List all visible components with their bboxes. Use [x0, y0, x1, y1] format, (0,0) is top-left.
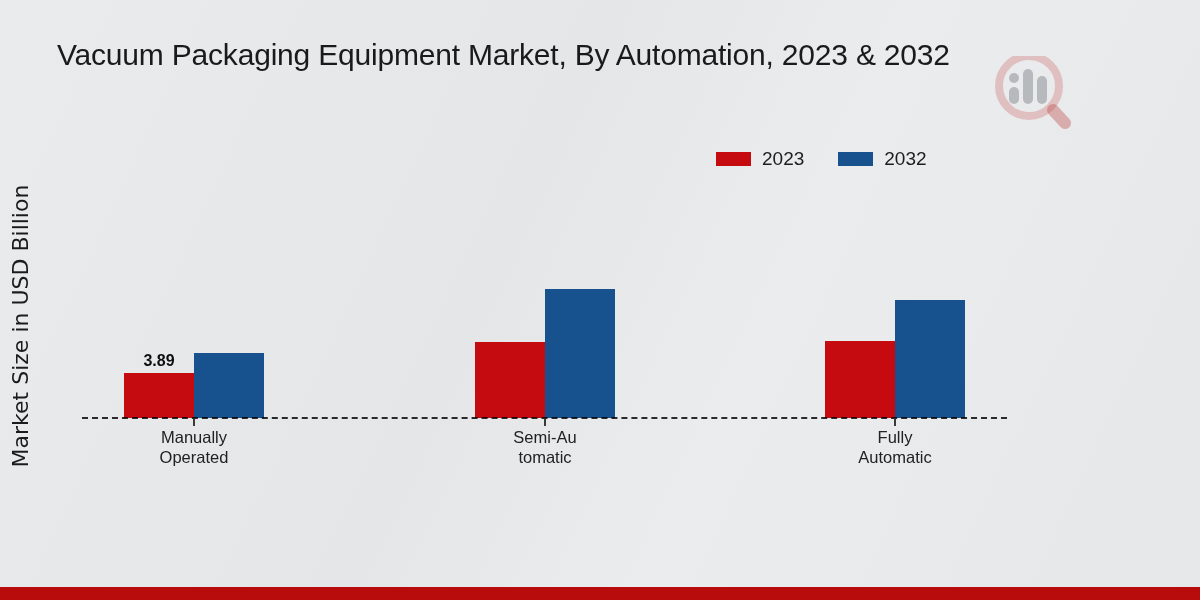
bar-value-label: 3.89 [124, 352, 194, 370]
bar-2023-semi-automatic [475, 342, 545, 418]
chart-canvas: Vacuum Packaging Equipment Market, By Au… [0, 0, 1200, 600]
magnifier-bar-chart-logo-icon [992, 56, 1082, 136]
footer-bar [0, 587, 1200, 600]
x-axis-tick [894, 419, 896, 426]
bar-2032-manually-operated [194, 353, 264, 418]
y-axis-title: Market Size in USD Billion [8, 161, 36, 491]
bar-2032-fully-automatic [895, 300, 965, 418]
bar-2032-semi-automatic [545, 289, 615, 418]
legend-item-2023: 2023 [716, 148, 804, 170]
legend-swatch-icon [716, 152, 751, 166]
x-axis-tick [193, 419, 195, 426]
category-label-fully-automatic: FullyAutomatic [785, 427, 1005, 467]
category-label-manually-operated: ManuallyOperated [84, 427, 304, 467]
x-axis-tick [544, 419, 546, 426]
legend-label: 2023 [762, 148, 804, 170]
bar-2023-manually-operated [124, 373, 194, 418]
legend-swatch-icon [838, 152, 873, 166]
bar-2023-fully-automatic [825, 341, 895, 418]
legend-item-2032: 2032 [838, 148, 926, 170]
chart-title: Vacuum Packaging Equipment Market, By Au… [57, 38, 950, 72]
legend: 2023 2032 [716, 148, 927, 170]
category-label-semi-automatic: Semi-Automatic [435, 427, 655, 467]
legend-label: 2032 [884, 148, 926, 170]
